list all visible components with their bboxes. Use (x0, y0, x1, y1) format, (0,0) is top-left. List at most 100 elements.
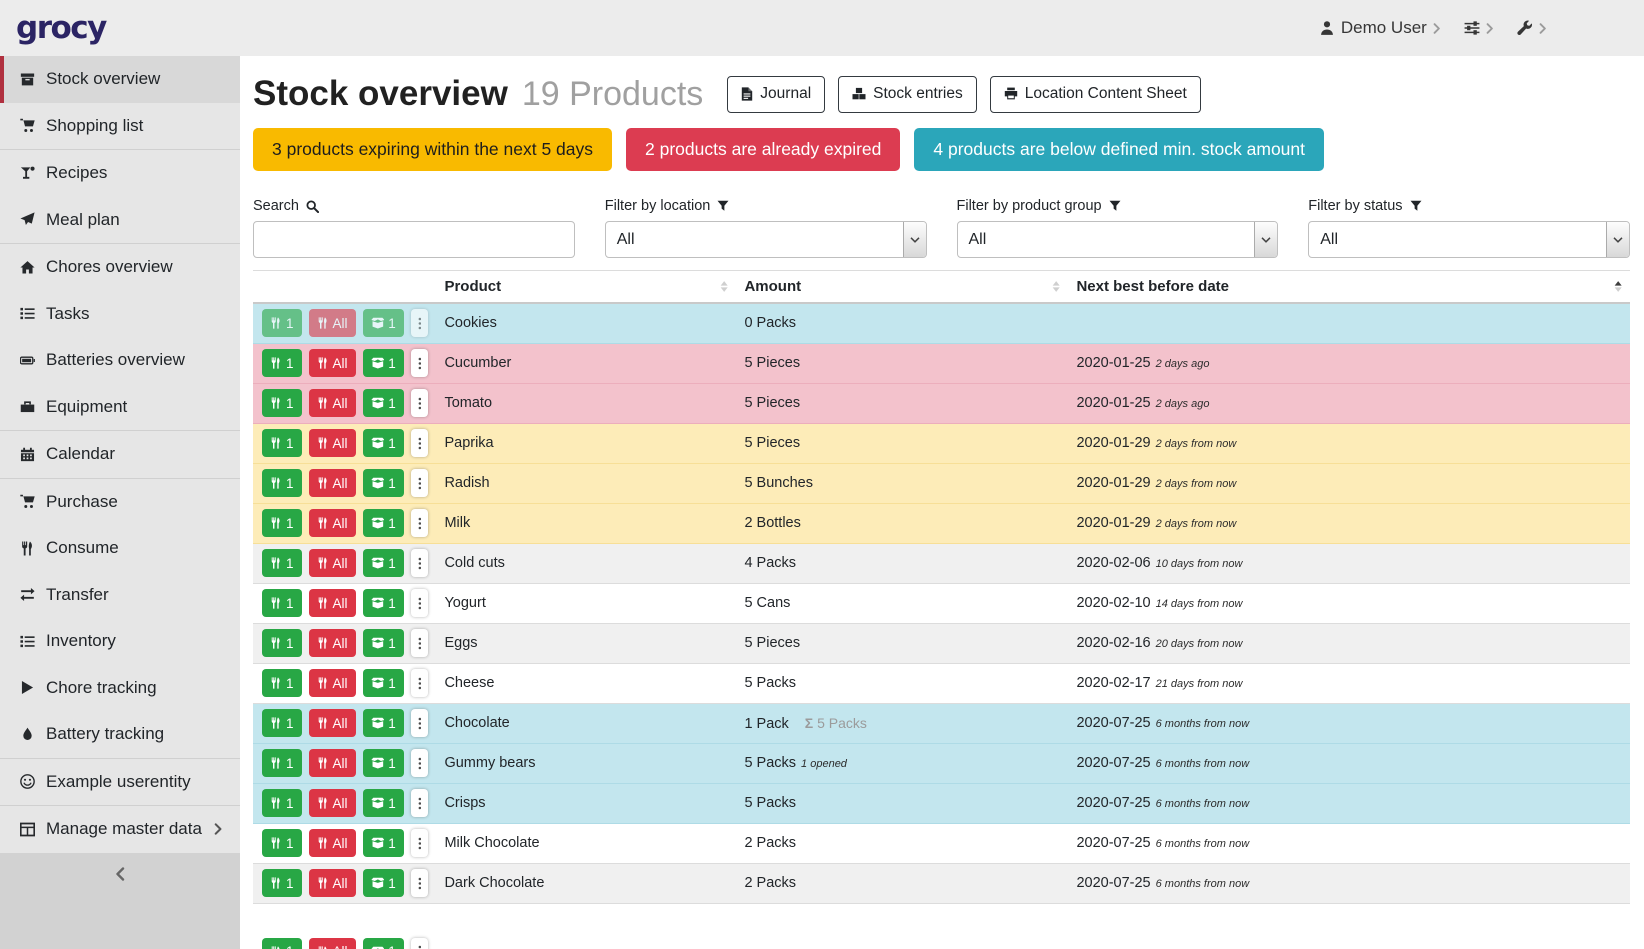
sidebar-item-calendar[interactable]: Calendar (0, 431, 240, 478)
best-before-column-header[interactable]: Next best before date (1068, 270, 1630, 304)
sidebar-item-manage-master-data[interactable]: Manage master data (0, 806, 240, 853)
row-menu-button[interactable] (410, 749, 429, 777)
location-select[interactable]: All (604, 221, 927, 258)
product-name[interactable]: Milk (436, 503, 737, 544)
row-menu-button[interactable] (410, 349, 429, 377)
row-menu-button[interactable] (410, 589, 429, 617)
consume-one-button[interactable]: 1 (262, 589, 302, 617)
product-name[interactable]: Paprika (436, 423, 737, 464)
consume-one-button[interactable]: 1 (262, 829, 302, 857)
product-name[interactable]: Radish (436, 463, 737, 504)
product-name[interactable]: Cookies (436, 303, 737, 344)
product-name[interactable]: Dark Chocolate (436, 863, 737, 904)
row-menu-button[interactable] (410, 937, 429, 949)
open-one-button[interactable]: 1 (362, 589, 404, 617)
consume-all-button[interactable]: All (308, 829, 356, 857)
consume-all-button[interactable]: All (308, 349, 356, 377)
product-name[interactable]: Eggs (436, 623, 737, 664)
sidebar-item-tasks[interactable]: Tasks (0, 291, 240, 338)
consume-all-button[interactable]: All (308, 429, 356, 457)
sidebar-item-meal-plan[interactable]: Meal plan (0, 197, 240, 244)
sidebar-item-consume[interactable]: Consume (0, 525, 240, 572)
consume-all-button[interactable]: All (308, 789, 356, 817)
row-menu-button[interactable] (410, 789, 429, 817)
open-one-button[interactable]: 1 (362, 349, 404, 377)
open-one-button[interactable]: 1 (362, 869, 404, 897)
sidebar-item-batteries-overview[interactable]: Batteries overview (0, 337, 240, 384)
open-one-button[interactable]: 1 (362, 509, 404, 537)
expired-banner[interactable]: 2 products are already expired (626, 128, 901, 171)
consume-one-button[interactable]: 1 (262, 429, 302, 457)
row-menu-button[interactable] (410, 709, 429, 737)
consume-one-button[interactable]: 1 (262, 629, 302, 657)
status-select[interactable]: All (1308, 221, 1630, 258)
row-menu-button[interactable] (410, 829, 429, 857)
consume-all-button[interactable]: All (308, 589, 356, 617)
sidebar-collapse-button[interactable] (0, 852, 240, 949)
row-menu-button[interactable] (410, 549, 429, 577)
open-one-button[interactable]: 1 (362, 429, 404, 457)
consume-all-button[interactable]: All (308, 309, 356, 338)
consume-all-button[interactable]: All (308, 549, 356, 577)
consume-one-button[interactable]: 1 (262, 789, 302, 817)
consume-one-button[interactable]: 1 (262, 469, 302, 497)
consume-one-button[interactable]: 1 (262, 349, 302, 377)
user-menu[interactable]: Demo User (1319, 18, 1440, 38)
consume-all-button[interactable]: All (308, 749, 356, 777)
consume-all-button[interactable]: All (308, 509, 356, 537)
expiring-banner[interactable]: 3 products expiring within the next 5 da… (253, 128, 613, 171)
open-one-button[interactable]: 1 (362, 469, 404, 497)
sidebar-item-equipment[interactable]: Equipment (0, 384, 240, 431)
sort-ascending-icon[interactable] (1614, 280, 1622, 293)
consume-all-button[interactable]: All (308, 389, 356, 417)
row-menu-button[interactable] (410, 869, 429, 897)
sidebar-item-stock-overview[interactable]: Stock overview (0, 56, 240, 103)
consume-all-button[interactable]: All (308, 629, 356, 657)
consume-all-button[interactable]: All (308, 869, 356, 897)
open-one-button[interactable]: 1 (362, 389, 404, 417)
sidebar-item-purchase[interactable]: Purchase (0, 479, 240, 526)
settings-menu[interactable] (1464, 20, 1493, 36)
sidebar-item-transfer[interactable]: Transfer (0, 572, 240, 619)
consume-one-button[interactable]: 1 (262, 309, 302, 338)
open-one-button[interactable]: 1 (362, 549, 404, 577)
sidebar-item-inventory[interactable]: Inventory (0, 618, 240, 665)
open-one-button[interactable]: 1 (362, 309, 404, 338)
admin-menu[interactable] (1517, 20, 1546, 36)
product-name[interactable]: Chocolate (436, 703, 737, 744)
sidebar-item-battery-tracking[interactable]: Battery tracking (0, 711, 240, 758)
consume-one-button[interactable]: 1 (262, 389, 302, 417)
consume-one-button[interactable]: 1 (262, 749, 302, 777)
sidebar-item-chores-overview[interactable]: Chores overview (0, 244, 240, 291)
journal-button[interactable]: Journal (727, 75, 826, 113)
row-menu-button[interactable] (410, 509, 429, 537)
sort-icon[interactable] (1052, 280, 1060, 293)
sidebar-item-chore-tracking[interactable]: Chore tracking (0, 665, 240, 712)
consume-one-button[interactable]: 1 (262, 937, 302, 949)
row-menu-button[interactable] (410, 629, 429, 657)
product-group-select[interactable]: All (956, 221, 1279, 258)
product-column-header[interactable]: Product (436, 270, 737, 304)
sidebar-item-example-userentity[interactable]: Example userentity (0, 759, 240, 806)
consume-one-button[interactable]: 1 (262, 669, 302, 697)
open-one-button[interactable]: 1 (362, 669, 404, 697)
open-one-button[interactable]: 1 (362, 629, 404, 657)
product-name[interactable]: Cheese (436, 663, 737, 704)
row-menu-button[interactable] (410, 669, 429, 697)
product-name[interactable]: Tomato (436, 383, 737, 424)
below-min-stock-banner[interactable]: 4 products are below defined min. stock … (914, 128, 1324, 171)
row-menu-button[interactable] (410, 469, 429, 497)
consume-one-button[interactable]: 1 (262, 509, 302, 537)
consume-all-button[interactable]: All (308, 669, 356, 697)
open-one-button[interactable]: 1 (362, 937, 404, 949)
open-one-button[interactable]: 1 (362, 709, 404, 737)
consume-one-button[interactable]: 1 (262, 549, 302, 577)
row-menu-button[interactable] (410, 429, 429, 457)
sidebar-item-shopping-list[interactable]: Shopping list (0, 103, 240, 150)
product-name[interactable]: Gummy bears (436, 743, 737, 784)
location-content-sheet-button[interactable]: Location Content Sheet (989, 75, 1201, 113)
product-name[interactable]: Crisps (436, 783, 737, 824)
app-logo[interactable]: grocy (16, 10, 107, 46)
search-input[interactable] (253, 221, 575, 258)
product-name[interactable]: Cucumber (436, 343, 737, 384)
